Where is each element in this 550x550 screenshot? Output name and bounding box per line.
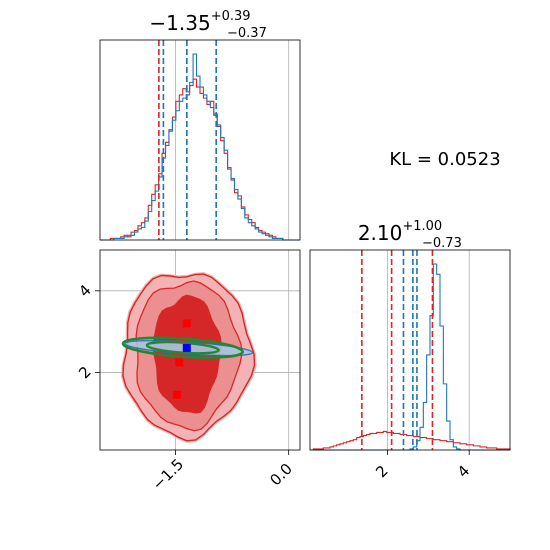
- title-param-2-lower: −0.73: [422, 236, 462, 251]
- x-tick-label: 0.0: [266, 460, 296, 490]
- x-tick-label: −1.5: [149, 455, 187, 493]
- red-square-marker: [182, 319, 191, 328]
- y-tick-label: 4: [75, 281, 94, 300]
- joint-panel: −1.5 0.0 2 4: [75, 249, 301, 494]
- x-tick-label: 2: [372, 462, 391, 481]
- y-tick-label: 2: [75, 363, 94, 382]
- histogram-step-series-1: [310, 430, 511, 451]
- blue-square-marker: [182, 343, 191, 352]
- red-square-marker: [175, 358, 184, 367]
- axes-frame: [99, 39, 301, 241]
- green-ellipse-outer: [121, 336, 244, 359]
- axes-frame: [99, 249, 301, 451]
- x-tick-label: 4: [454, 462, 473, 481]
- title-param-1: −1.35+0.39: [149, 9, 250, 35]
- marginal-histogram-param-1: −1.35+0.39 −0.37: [99, 9, 301, 241]
- title-param-2: 2.10+1.00: [358, 219, 442, 245]
- histogram-step-series-2: [100, 53, 300, 241]
- green-ellipse-inner: [145, 340, 220, 355]
- contour-level-3: [122, 273, 256, 442]
- axes-frame: [309, 249, 511, 451]
- red-square-marker: [172, 390, 181, 399]
- title-param-1-lower: −0.37: [227, 26, 267, 41]
- marginal-histogram-param-2: 2 4 2.10+1.00 −0.73: [309, 219, 511, 481]
- kl-annotation: KL = 0.0523: [389, 149, 500, 170]
